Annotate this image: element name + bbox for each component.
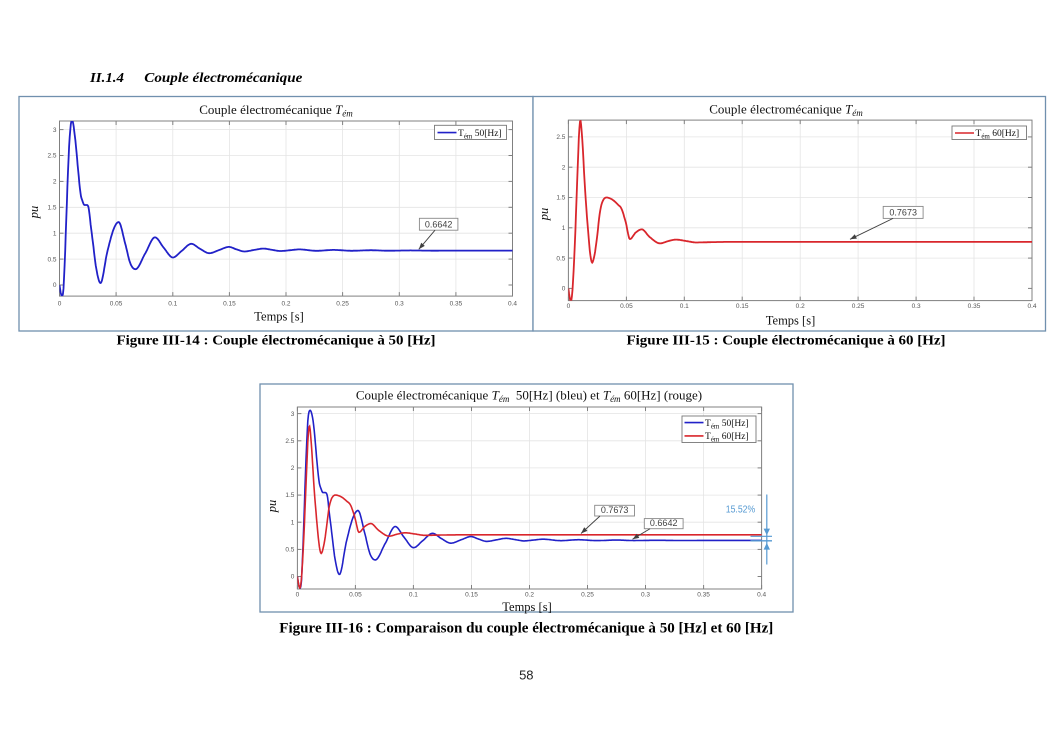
- svg-text:1.5: 1.5: [47, 205, 56, 212]
- svg-text:Figure III-15 : Couple électro: Figure III-15 : Couple électromécanique …: [627, 332, 946, 347]
- svg-text:0.7673: 0.7673: [889, 208, 917, 218]
- svg-text:pu: pu: [265, 500, 279, 514]
- svg-text:0: 0: [562, 286, 566, 293]
- svg-text:II.1.4: II.1.4: [89, 71, 124, 86]
- svg-text:0.6642: 0.6642: [425, 219, 453, 229]
- svg-text:1: 1: [53, 230, 57, 237]
- svg-text:3: 3: [53, 127, 57, 134]
- svg-text:Tém 60[Hz]: Tém 60[Hz]: [705, 432, 749, 444]
- svg-text:0.05: 0.05: [620, 303, 633, 310]
- svg-text:Couple électromécanique Tém: Couple électromécanique Tém: [199, 102, 353, 119]
- svg-text:0.2: 0.2: [796, 303, 805, 310]
- svg-text:1.5: 1.5: [285, 492, 294, 499]
- svg-text:0.5: 0.5: [556, 255, 565, 262]
- svg-text:Figure III-14 : Couple électro: Figure III-14 : Couple électromécanique …: [117, 332, 436, 347]
- svg-text:3: 3: [291, 411, 295, 418]
- svg-text:0.5: 0.5: [47, 256, 56, 263]
- svg-text:Temps [s]: Temps [s]: [502, 600, 551, 614]
- svg-text:0: 0: [567, 303, 571, 310]
- svg-text:0.2: 0.2: [281, 301, 290, 308]
- svg-text:15.52%: 15.52%: [726, 505, 756, 516]
- svg-text:2.5: 2.5: [285, 438, 294, 445]
- svg-text:0.1: 0.1: [168, 301, 177, 308]
- svg-text:Temps [s]: Temps [s]: [766, 314, 815, 328]
- svg-text:0.35: 0.35: [450, 301, 463, 308]
- svg-text:2: 2: [53, 179, 57, 186]
- svg-text:0.15: 0.15: [736, 303, 749, 310]
- svg-text:Tém 50[Hz]: Tém 50[Hz]: [705, 419, 749, 431]
- svg-text:Tém 60[Hz]: Tém 60[Hz]: [976, 129, 1020, 141]
- svg-text:1: 1: [562, 225, 566, 232]
- svg-text:0.6642: 0.6642: [650, 518, 678, 528]
- svg-text:0.25: 0.25: [852, 303, 865, 310]
- svg-text:0: 0: [53, 282, 57, 289]
- svg-text:pu: pu: [27, 206, 41, 220]
- svg-text:58: 58: [519, 668, 533, 683]
- svg-text:0.05: 0.05: [110, 301, 123, 308]
- svg-text:0.2: 0.2: [525, 592, 534, 599]
- svg-text:0.15: 0.15: [223, 301, 236, 308]
- svg-text:0.7673: 0.7673: [601, 505, 629, 515]
- svg-text:0.05: 0.05: [349, 592, 362, 599]
- svg-text:0: 0: [291, 574, 295, 581]
- svg-text:0.1: 0.1: [409, 592, 418, 599]
- svg-text:0.3: 0.3: [641, 592, 650, 599]
- svg-text:0: 0: [296, 592, 300, 599]
- svg-text:0.25: 0.25: [581, 592, 594, 599]
- svg-text:1.5: 1.5: [556, 195, 565, 202]
- svg-text:Couple électromécanique: Couple électromécanique: [144, 71, 302, 86]
- svg-text:2.5: 2.5: [556, 134, 565, 141]
- svg-text:Couple électromécanique Tém: Couple électromécanique Tém: [709, 102, 863, 119]
- svg-text:2.5: 2.5: [47, 153, 56, 160]
- svg-text:0.3: 0.3: [912, 303, 921, 310]
- svg-text:0: 0: [58, 301, 62, 308]
- svg-text:0.4: 0.4: [508, 301, 517, 308]
- svg-text:0.3: 0.3: [395, 301, 404, 308]
- svg-text:0.35: 0.35: [968, 303, 981, 310]
- svg-text:0.35: 0.35: [697, 592, 710, 599]
- svg-text:Figure III-16 : Comparaison du: Figure III-16 : Comparaison du couple él…: [279, 621, 773, 637]
- svg-text:0.4: 0.4: [757, 592, 766, 599]
- svg-text:1: 1: [291, 519, 295, 526]
- svg-text:Tém 50[Hz]: Tém 50[Hz]: [458, 129, 502, 141]
- svg-text:0.1: 0.1: [680, 303, 689, 310]
- svg-text:2: 2: [291, 465, 295, 472]
- svg-text:0.25: 0.25: [336, 301, 349, 308]
- svg-text:0.15: 0.15: [465, 592, 478, 599]
- svg-text:0.4: 0.4: [1027, 303, 1036, 310]
- svg-text:0.5: 0.5: [285, 547, 294, 554]
- svg-text:pu: pu: [537, 208, 551, 222]
- svg-text:Temps [s]: Temps [s]: [254, 310, 303, 324]
- svg-text:Couple électromécanique Tém 5: Couple électromécanique Tém 50[Hz] (bleu…: [356, 388, 702, 405]
- svg-text:2: 2: [562, 164, 566, 171]
